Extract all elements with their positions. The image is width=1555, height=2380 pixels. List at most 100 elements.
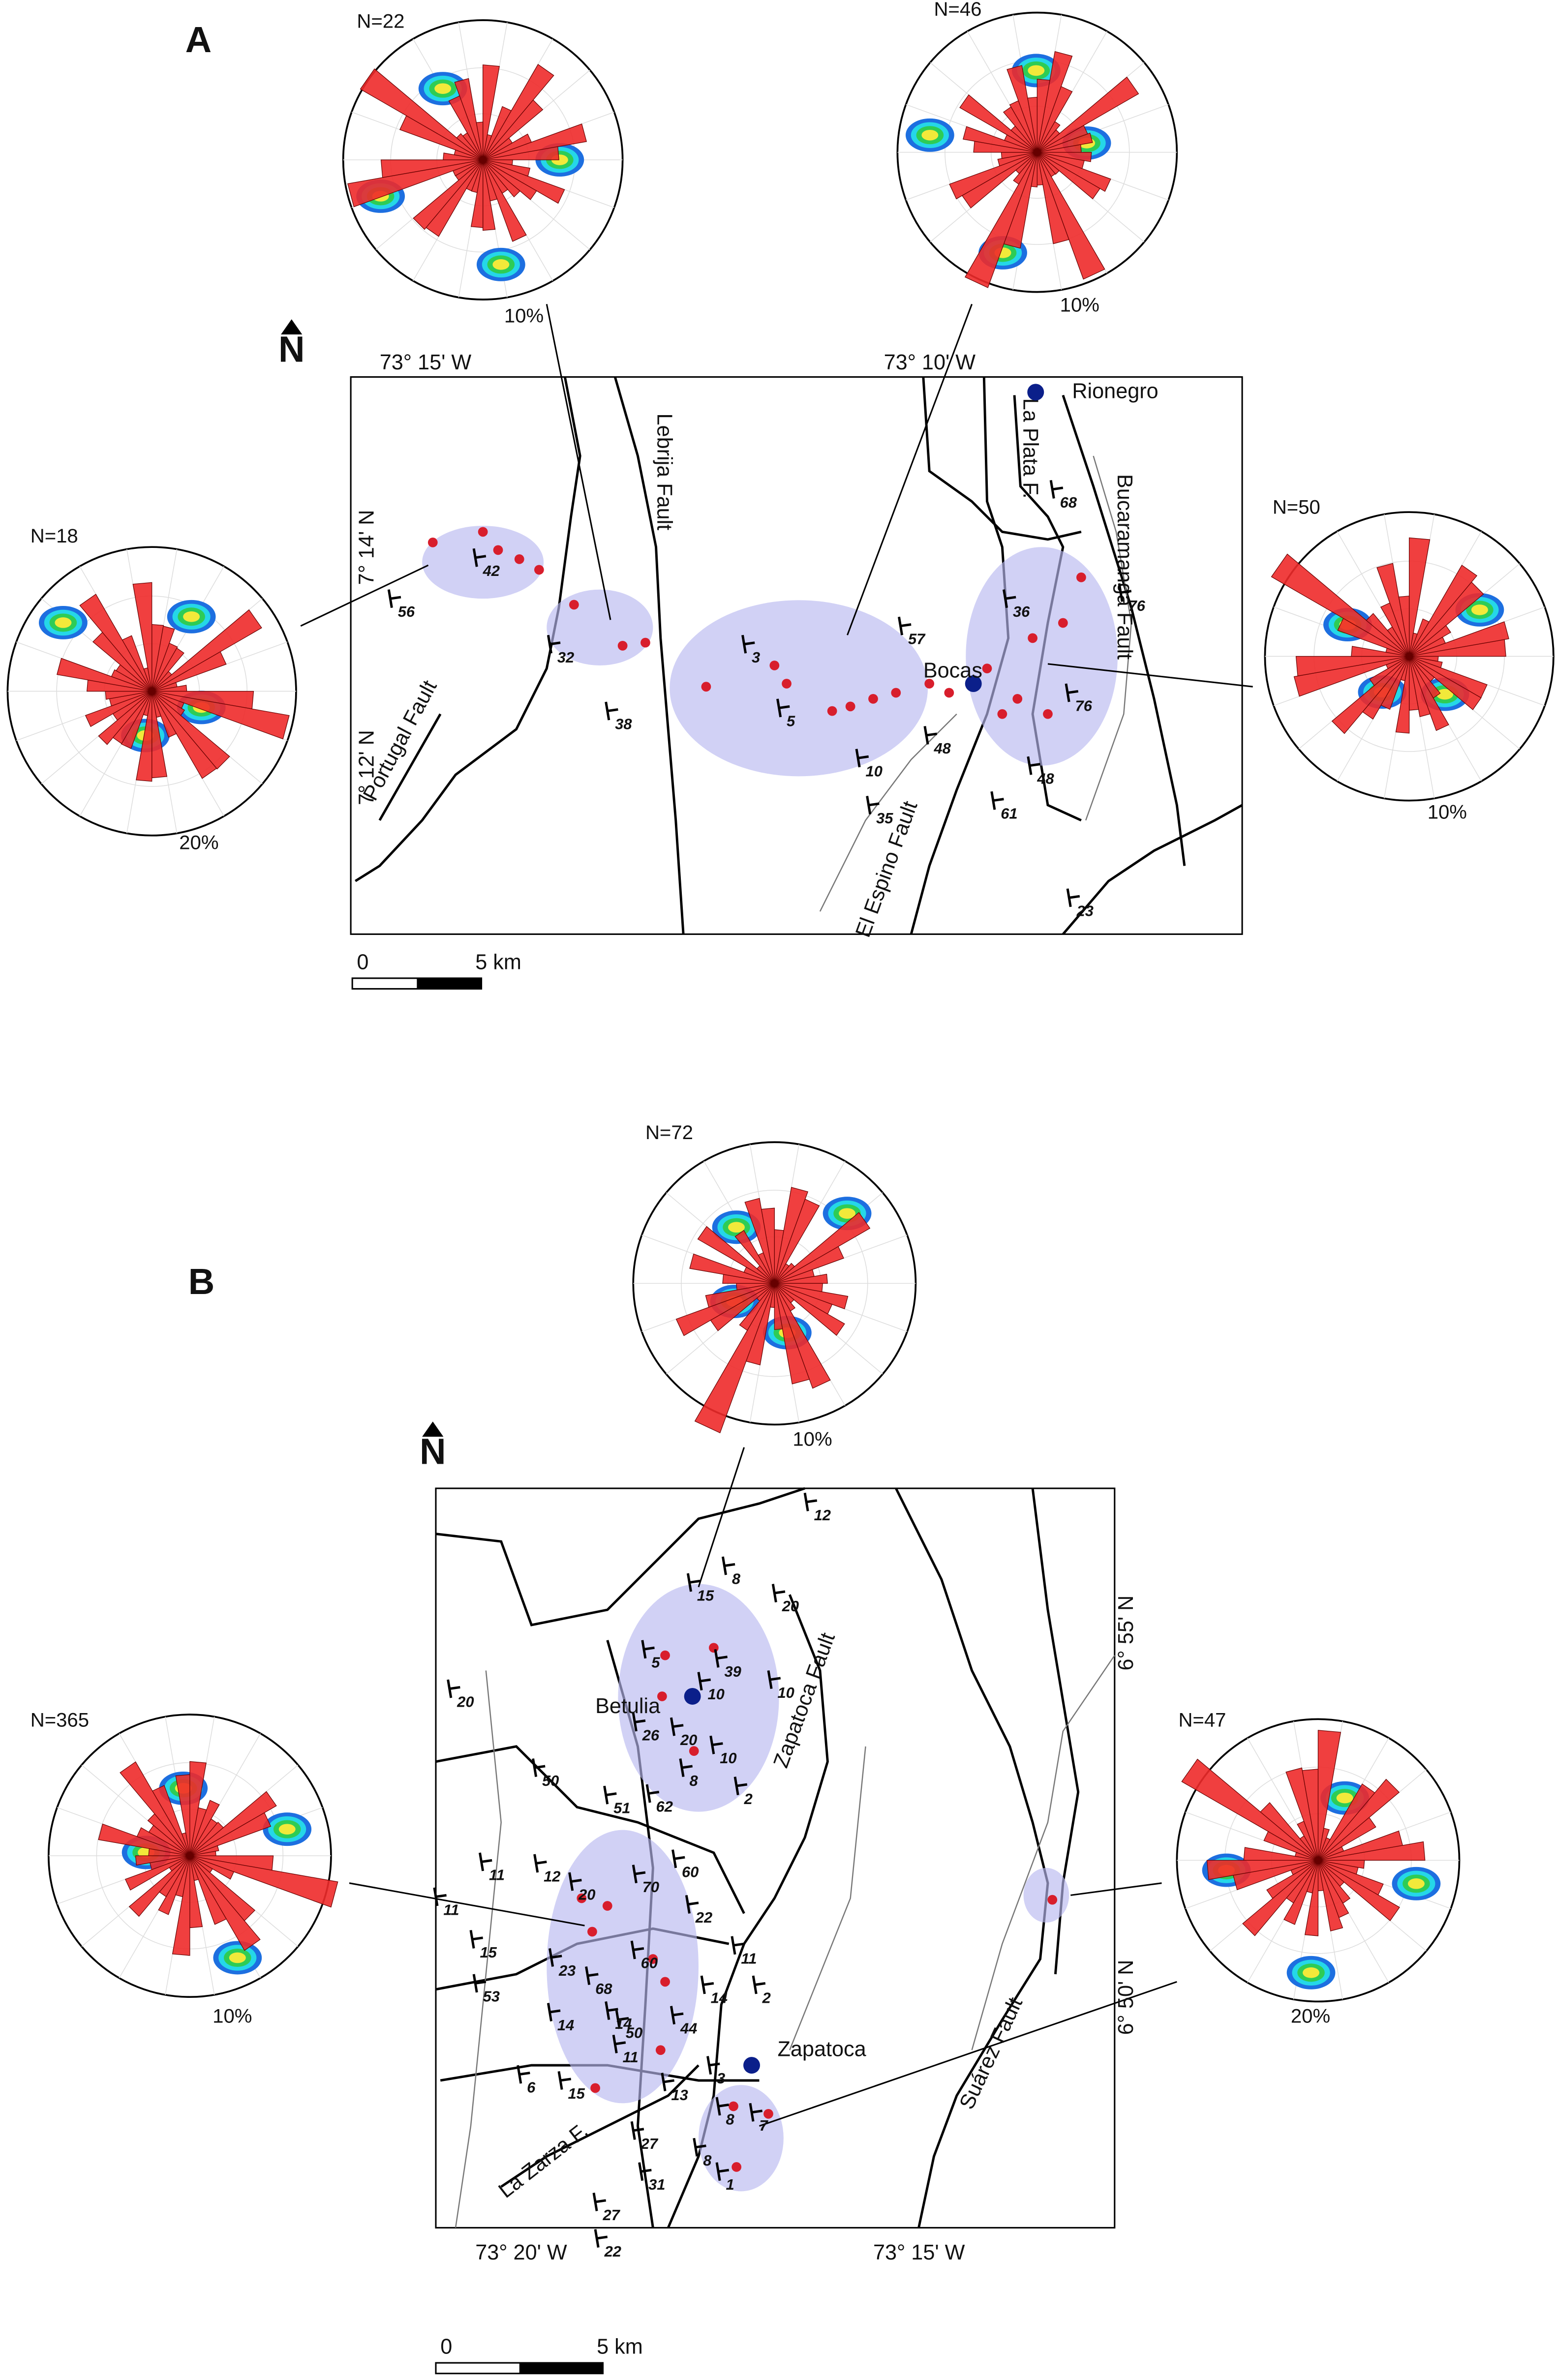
rose-petal	[1266, 1860, 1318, 1899]
dip-value: 60	[641, 1955, 658, 1972]
density-contour	[1471, 604, 1488, 615]
rose-petal	[189, 1855, 227, 1925]
sample-zone	[698, 2085, 784, 2192]
leader-line	[847, 303, 973, 635]
panel-label: A	[185, 19, 212, 60]
sample-site	[1012, 694, 1023, 704]
rose-petal	[774, 1283, 810, 1385]
sample-site	[587, 1927, 597, 1937]
rose-scale: 10%	[213, 2005, 252, 2027]
sample-site	[640, 637, 650, 648]
fault-name: La Plata F.	[1019, 398, 1042, 499]
sample-site	[763, 2109, 773, 2119]
stereonet	[632, 1141, 917, 1434]
north-label: N	[420, 1431, 446, 1472]
rose-petal	[128, 1855, 190, 1917]
dip-value: 38	[615, 716, 632, 733]
rose-petal	[1037, 152, 1069, 244]
dip-value: 6	[527, 2079, 536, 2096]
dip-value: 12	[814, 1506, 831, 1524]
rose-scale: 10%	[1060, 294, 1099, 316]
dip-value: 22	[604, 2243, 621, 2260]
rose-petal	[1318, 1860, 1400, 1922]
strike-dip-symbol	[533, 1854, 547, 1873]
stereonet	[1176, 1718, 1461, 2003]
stereonet	[896, 11, 1178, 293]
coordinate-label: 73° 15' W	[873, 2241, 965, 2264]
strike-dip-symbol	[767, 1670, 781, 1689]
sample-site	[534, 565, 544, 575]
strike-dip-symbol	[771, 1584, 786, 1603]
dip-value: 11	[623, 2049, 639, 2066]
strike-dip-symbol	[670, 1717, 684, 1736]
rose-petal	[152, 691, 290, 740]
town-marker	[684, 1688, 701, 1705]
strike-dip-symbol	[645, 1784, 660, 1803]
scale-bar	[417, 978, 482, 989]
strike-dip-symbol	[532, 1758, 546, 1777]
dip-value: 39	[724, 1663, 741, 1680]
strike-dip-symbol	[615, 2010, 629, 2029]
rose-petal	[1271, 553, 1410, 657]
rose-petal	[959, 94, 1037, 153]
density-contour	[434, 83, 452, 94]
sample-zone	[670, 600, 928, 777]
sample-site	[729, 2101, 738, 2111]
dip-value: 27	[640, 2135, 659, 2152]
dip-value: 27	[603, 2206, 621, 2224]
sample-site	[891, 688, 901, 698]
rose-petal	[1409, 656, 1482, 710]
density-contour	[55, 617, 72, 628]
rose-petal	[1331, 656, 1410, 734]
dip-value: 10	[778, 1684, 794, 1701]
sample-count: N=50	[1273, 496, 1320, 518]
strike-dip-symbol	[568, 1872, 582, 1891]
stereonet	[1264, 511, 1555, 802]
sample-site	[689, 1746, 699, 1756]
stereonet	[342, 19, 624, 301]
dip-value: 5	[651, 1654, 660, 1671]
scale-label: 0	[357, 950, 368, 974]
rose-petal	[57, 658, 152, 692]
dip-value: 14	[711, 1989, 728, 2007]
sample-site	[1047, 1895, 1058, 1905]
dip-value: 50	[542, 1772, 559, 1789]
rose-petal	[189, 1855, 338, 1908]
dip-value: 8	[689, 1772, 698, 1789]
strike-dip-symbol	[990, 791, 1004, 810]
coordinate-label: 73° 10' W	[884, 351, 976, 374]
sample-site	[782, 679, 792, 689]
dip-value: 10	[708, 1686, 725, 1703]
dip-value: 14	[557, 2017, 574, 2034]
dip-value: 15	[697, 1587, 714, 1604]
rose-petal	[739, 1283, 775, 1331]
rose-petal	[1037, 152, 1100, 200]
north-label: N	[278, 329, 305, 370]
dip-value: 11	[489, 1867, 505, 1884]
dip-value: 23	[1076, 902, 1094, 919]
dip-value: 76	[1075, 697, 1093, 715]
strike-dip-symbol	[612, 2034, 626, 2053]
strike-dip-symbol	[479, 1852, 492, 1871]
strike-dip-symbol	[630, 2121, 644, 2140]
strike-dip-symbol	[749, 2103, 762, 2122]
rose-petal	[1318, 1817, 1376, 1861]
dip-value: 1	[726, 2176, 734, 2193]
dip-value: 61	[1001, 805, 1017, 822]
leader-line	[1070, 1882, 1162, 1896]
strike-dip-symbol	[592, 2193, 607, 2211]
strike-dip-symbol	[679, 1758, 693, 1777]
panel-label: B	[188, 1261, 215, 1302]
strike-dip-symbol	[671, 1849, 685, 1868]
sample-zone	[966, 547, 1118, 766]
strike-dip-symbol	[866, 796, 880, 814]
rose-petal	[132, 582, 152, 692]
strike-dip-symbol	[733, 1777, 748, 1796]
town-marker	[743, 2057, 761, 2074]
strike-dip-symbol	[632, 1865, 646, 1884]
sample-site	[1076, 572, 1086, 582]
strike-dip-symbol	[603, 1785, 617, 1805]
dip-value: 10	[720, 1749, 736, 1767]
dip-value: 44	[680, 2019, 697, 2037]
density-contour	[1436, 689, 1454, 700]
